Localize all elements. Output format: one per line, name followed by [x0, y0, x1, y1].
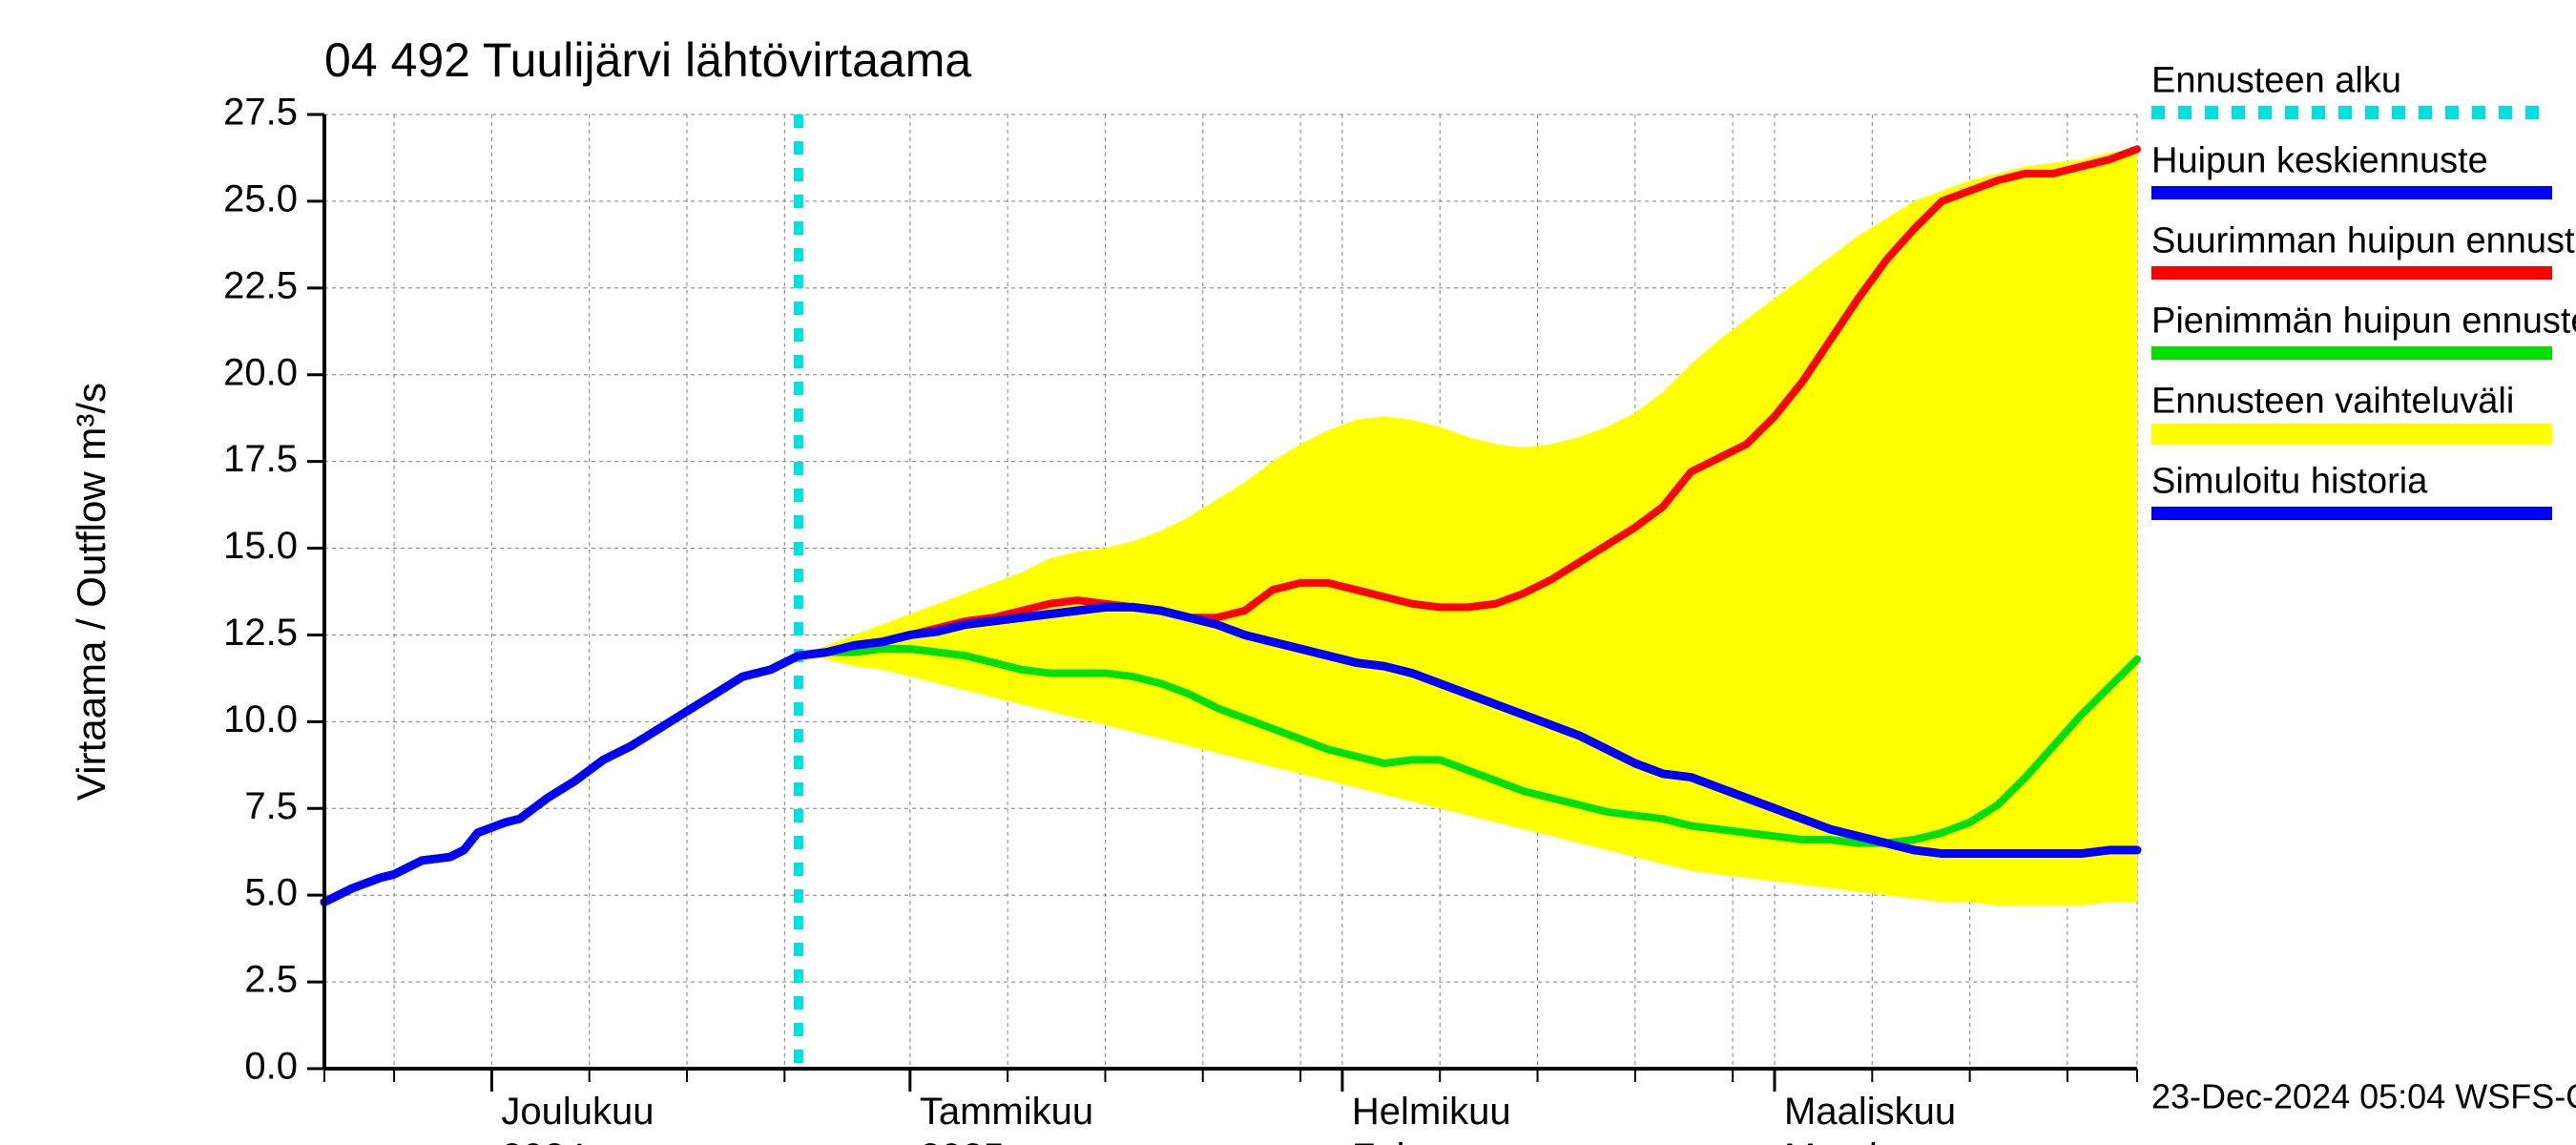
ytick-label: 25.0: [223, 177, 298, 219]
chart-title: 04 492 Tuulijärvi lähtövirtaama: [324, 33, 971, 87]
xtick-label-sub: March: [1784, 1136, 1890, 1145]
legend-label: Pienimmän huipun ennuste: [2151, 301, 2576, 341]
ytick-label: 15.0: [223, 525, 298, 567]
ytick-label: 27.5: [223, 92, 298, 134]
xtick-label-month: Helmikuu: [1352, 1091, 1511, 1133]
ytick-label: 0.0: [244, 1046, 298, 1088]
legend-label: Huipun keskiennuste: [2151, 140, 2488, 180]
xtick-label-sub: 2025: [920, 1136, 1005, 1145]
ytick-label: 20.0: [223, 351, 298, 393]
ytick-label: 10.0: [223, 698, 298, 740]
chart-svg: 04 492 Tuulijärvi lähtövirtaama 0.0 2.5 5.0…: [0, 0, 2576, 1145]
legend-label: Suurimman huipun ennuste: [2151, 220, 2576, 260]
ytick-label: 2.5: [244, 959, 298, 1001]
chart-container: 04 492 Tuulijärvi lähtövirtaama 0.0 2.5 5.0…: [0, 0, 2576, 1145]
ytick-label: 7.5: [244, 785, 298, 827]
xtick-label-sub: February: [1352, 1136, 1505, 1145]
xtick-label-month: Maaliskuu: [1784, 1091, 1956, 1133]
y-axis-title: Virtaama / Outflow m³/s: [69, 383, 114, 801]
xtick-label-month: Joulukuu: [501, 1091, 654, 1133]
xtick-label-month: Tammikuu: [920, 1091, 1093, 1133]
xtick-label-sub: 2024: [501, 1136, 586, 1145]
legend-label: Simuloitu historia: [2151, 461, 2428, 501]
ytick-label: 12.5: [223, 612, 298, 654]
ytick-label: 17.5: [223, 438, 298, 480]
series-history: [324, 656, 799, 902]
ytick-label: 22.5: [223, 264, 298, 306]
ytick-label: 5.0: [244, 872, 298, 914]
legend-label: Ennusteen vaihteluväli: [2151, 381, 2514, 421]
footer-timestamp: 23-Dec-2024 05:04 WSFS-O: [2151, 1076, 2576, 1115]
forecast-band: [799, 149, 2137, 906]
legend-label: Ennusteen alku: [2151, 60, 2401, 100]
legend-swatch: [2151, 424, 2552, 445]
